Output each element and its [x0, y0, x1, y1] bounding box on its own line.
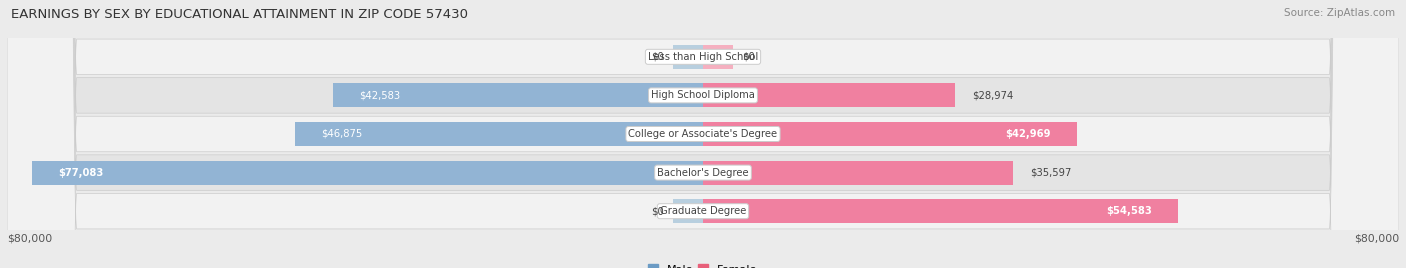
Text: $42,583: $42,583 [359, 90, 399, 100]
Text: $0: $0 [651, 206, 664, 216]
FancyBboxPatch shape [7, 0, 1399, 268]
Bar [703, 45, 734, 69]
Legend: Male, Female: Male, Female [644, 260, 762, 268]
Bar [672, 199, 703, 223]
FancyBboxPatch shape [7, 0, 1399, 268]
Text: Bachelor's Degree: Bachelor's Degree [657, 168, 749, 178]
Text: $42,969: $42,969 [1005, 129, 1050, 139]
Text: $80,000: $80,000 [7, 234, 52, 244]
Text: $35,597: $35,597 [1031, 168, 1071, 178]
Text: $77,083: $77,083 [59, 168, 104, 178]
Text: High School Diploma: High School Diploma [651, 90, 755, 100]
Text: $46,875: $46,875 [322, 129, 363, 139]
Text: EARNINGS BY SEX BY EDUCATIONAL ATTAINMENT IN ZIP CODE 57430: EARNINGS BY SEX BY EDUCATIONAL ATTAINMEN… [11, 8, 468, 21]
Bar [672, 45, 703, 69]
Text: Graduate Degree: Graduate Degree [659, 206, 747, 216]
Bar [32, 161, 703, 185]
Text: Source: ZipAtlas.com: Source: ZipAtlas.com [1284, 8, 1395, 18]
FancyBboxPatch shape [7, 0, 1399, 268]
Text: $80,000: $80,000 [1354, 234, 1399, 244]
Bar [703, 83, 955, 107]
Bar [703, 161, 1012, 185]
Bar [295, 122, 703, 146]
Text: Less than High School: Less than High School [648, 52, 758, 62]
Bar [333, 83, 703, 107]
Text: $0: $0 [742, 52, 755, 62]
FancyBboxPatch shape [7, 0, 1399, 268]
Text: $0: $0 [651, 52, 664, 62]
Bar [703, 199, 1178, 223]
FancyBboxPatch shape [7, 0, 1399, 268]
Text: College or Associate's Degree: College or Associate's Degree [628, 129, 778, 139]
Text: $54,583: $54,583 [1107, 206, 1152, 216]
Bar [703, 122, 1077, 146]
Text: $28,974: $28,974 [973, 90, 1014, 100]
